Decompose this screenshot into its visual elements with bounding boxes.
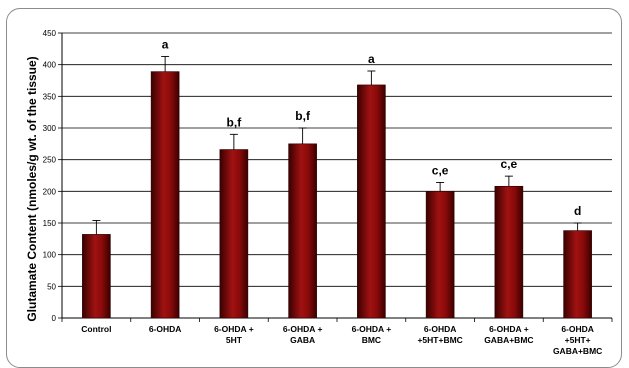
bar [563,230,592,319]
axes: 0 50 100 150 200 250 300 350 400 450 [43,29,613,323]
x-tick-label: +5HT+BMC [417,335,462,345]
bar [82,234,111,319]
x-tick-label: GABA+BMC [484,335,533,345]
data-label: a [368,52,375,66]
y-tick-label: 350 [43,92,57,101]
y-tick-label: 50 [47,282,56,291]
data-label: a [162,37,169,51]
y-tick-label: 100 [43,251,57,260]
y-tick-label: 250 [43,156,57,165]
bar [219,149,249,319]
bar [288,143,317,319]
y-tick-label: 200 [43,187,57,196]
data-label: b,f [227,115,243,129]
y-tick-label: 450 [43,29,57,38]
bars [82,55,592,319]
bar [425,191,455,319]
y-tick-label: 150 [43,219,57,228]
x-tick-label: 6-OHDA + [214,324,254,334]
bar [357,84,386,319]
y-tick-label: 400 [43,61,57,70]
x-tick-label: Control [81,324,111,334]
y-tick-label: 300 [43,124,57,133]
x-tick-label: 6-OHDA + [489,324,529,334]
data-label: b,f [295,109,311,123]
data-label: d [574,204,581,218]
x-tick-label: 6-OHDA + [283,324,323,334]
x-tick-label: 6-OHDA + [352,324,392,334]
x-tick-label: 6-OHDA [149,324,182,334]
y-axis-label: Glutamate Content (nmoles/g wt. of the t… [25,56,39,321]
data-label: c,e [501,157,518,171]
x-tick-label: GABA [290,335,315,345]
x-tick-label: BMC [362,335,381,345]
x-tick-label: 6-OHDA [561,324,594,334]
y-tick-label: 0 [52,314,57,323]
x-tick-label: GABA+BMC [553,346,602,356]
bar [150,71,180,319]
x-tick-label: 6-OHDA [424,324,457,334]
bar [494,185,524,319]
gridlines [62,32,612,287]
x-tick-label: +5HT+ [565,335,591,345]
x-tick-label: 5HT [226,335,243,345]
data-label: c,e [432,163,449,177]
